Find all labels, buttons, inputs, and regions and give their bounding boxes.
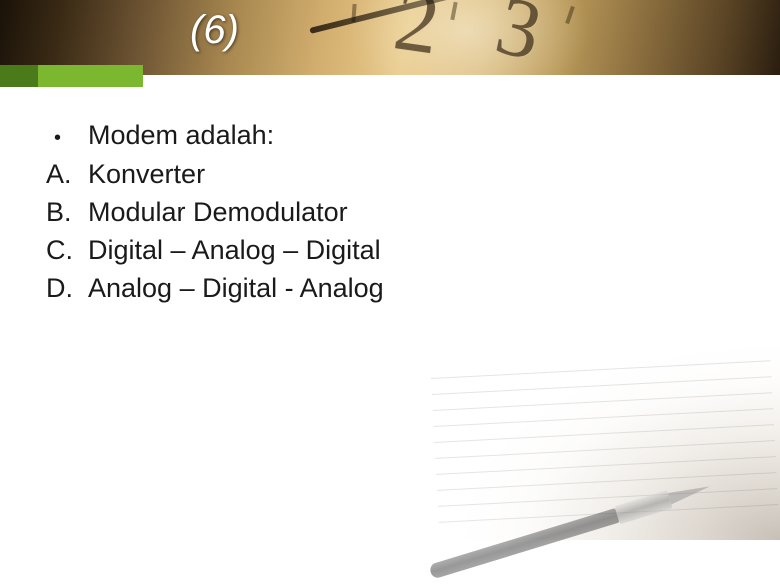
list-item: D. Analog – Digital - Analog — [40, 273, 740, 304]
question-text: Modem adalah: — [88, 120, 740, 151]
header-band: 2 3 — [0, 0, 780, 75]
list-item: A. Konverter — [40, 159, 740, 190]
option-marker: C. — [40, 235, 88, 266]
option-text: Digital – Analog – Digital — [88, 235, 740, 266]
slide: 2 3 (6) • Modem adalah: A. Konverter B. … — [0, 0, 780, 540]
content-area: • Modem adalah: A. Konverter B. Modular … — [40, 120, 740, 311]
clock-tick — [565, 6, 575, 24]
accent-tab — [0, 65, 143, 87]
option-text: Modular Demodulator — [88, 197, 740, 228]
bullet-marker: • — [40, 125, 88, 152]
pen-nib — [668, 481, 712, 505]
option-marker: A. — [40, 159, 88, 190]
clock-numeral-3: 3 — [487, 0, 551, 75]
option-marker: D. — [40, 273, 88, 304]
pen-body — [429, 508, 620, 579]
list-item: C. Digital – Analog – Digital — [40, 235, 740, 266]
pen-grip — [615, 490, 673, 524]
page-title: (6) — [190, 8, 239, 53]
accent-tab-light — [38, 65, 143, 87]
corner-vignette — [400, 310, 780, 540]
pen-icon — [426, 473, 712, 586]
accent-tab-dark — [0, 65, 38, 87]
option-text: Analog – Digital - Analog — [88, 273, 740, 304]
list-item: • Modem adalah: — [40, 120, 740, 152]
clock-tick — [450, 2, 457, 20]
option-text: Konverter — [88, 159, 740, 190]
list-item: B. Modular Demodulator — [40, 197, 740, 228]
option-marker: B. — [40, 197, 88, 228]
